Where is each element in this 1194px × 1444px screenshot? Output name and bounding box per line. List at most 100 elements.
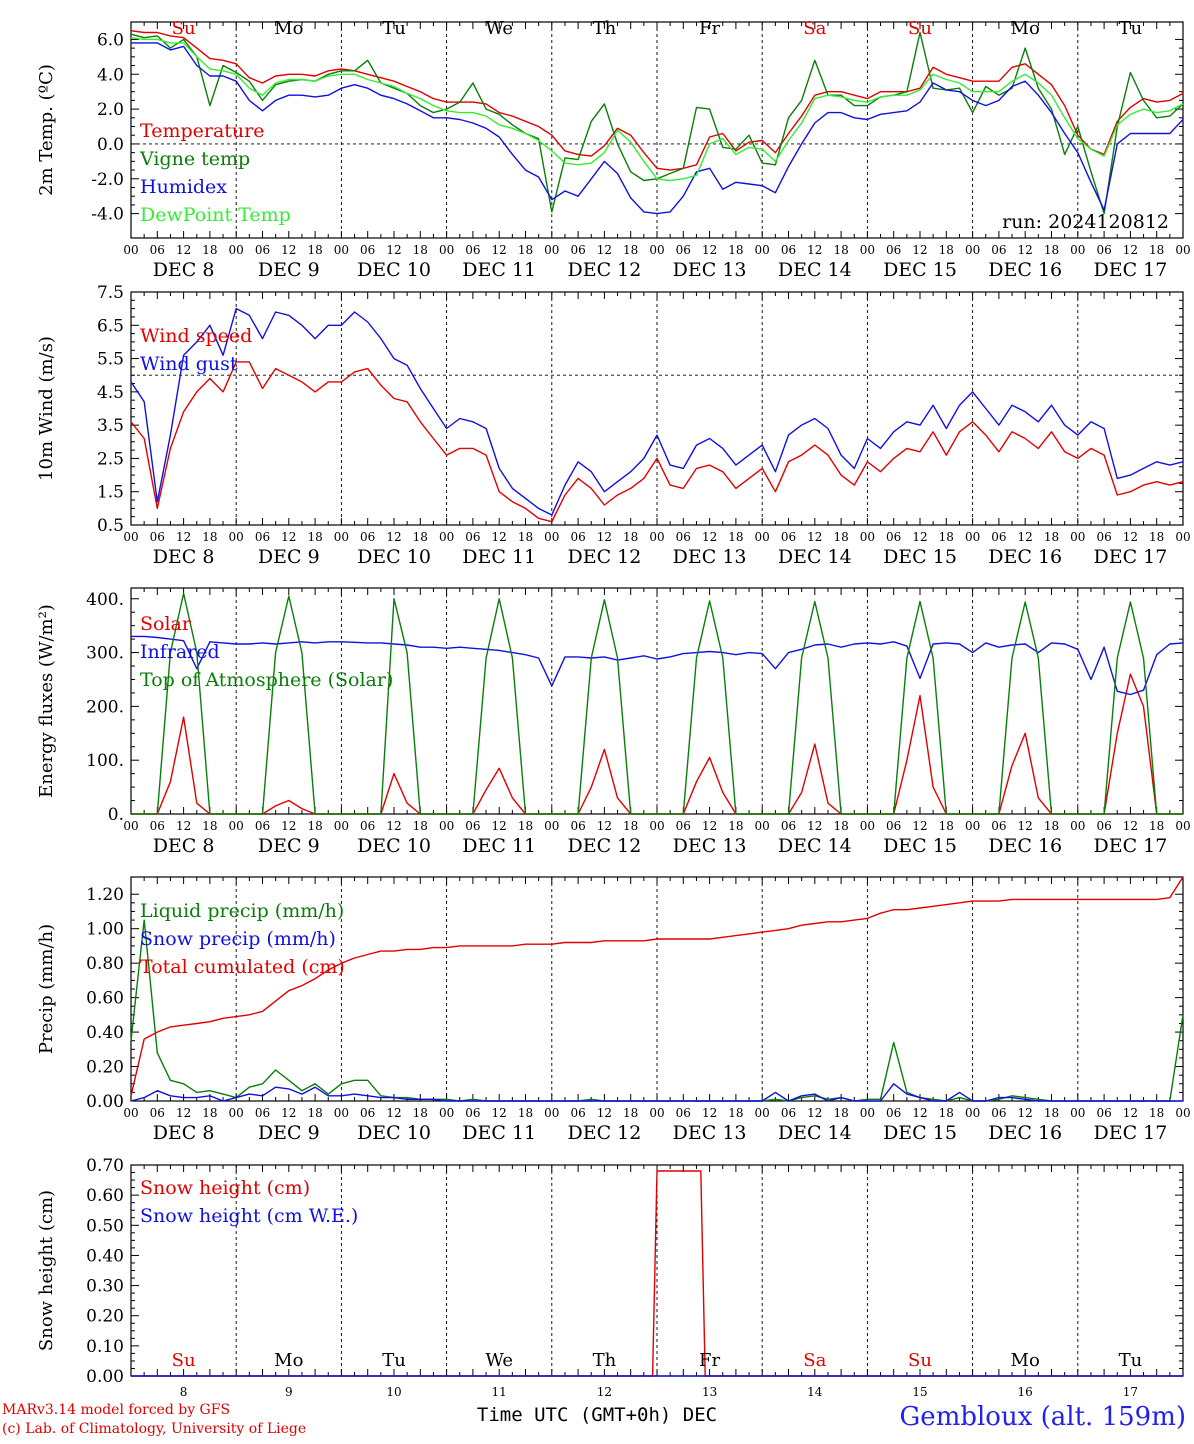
weekday-label-bottom: Su	[172, 1350, 196, 1371]
weekday-label-bottom: Tu	[382, 1350, 406, 1371]
x-tick-label: 06	[570, 819, 585, 833]
x-tick-label: 12	[1123, 530, 1138, 544]
x-tick-label: 12	[597, 819, 612, 833]
weekday-label: Tu	[1119, 18, 1143, 39]
day-number-label: 14	[807, 1385, 823, 1399]
x-tick-label: 00	[1175, 1106, 1190, 1120]
x-tick-label: 06	[255, 819, 270, 833]
y-tick-label: 0.40	[86, 1023, 124, 1043]
x-tick-label: 18	[623, 530, 638, 544]
date-label: DEC 9	[258, 1122, 320, 1144]
x-tick-label: 12	[281, 243, 296, 257]
x-tick-label: 06	[781, 1106, 796, 1120]
y-tick-label: 0.60	[86, 1186, 124, 1206]
x-tick-label: 06	[255, 243, 270, 257]
x-tick-label: 06	[676, 530, 691, 544]
x-tick-label: 12	[176, 530, 191, 544]
weekday-label: Sa	[803, 18, 826, 39]
credit-lab: (c) Lab. of Climatology, University of L…	[2, 1421, 307, 1437]
y-tick-label: 5.5	[97, 350, 124, 370]
x-tick-label: 00	[860, 819, 875, 833]
y-tick-label: 0.00	[86, 1367, 124, 1387]
x-tick-label: 18	[1044, 243, 1059, 257]
x-tick-label: 00	[1175, 243, 1190, 257]
legend-entry: DewPoint Temp	[140, 204, 291, 226]
y-tick-label: 1.00	[86, 920, 124, 940]
x-tick-label: 00	[544, 819, 559, 833]
y-tick-label: 0.0	[97, 135, 124, 155]
x-tick-label: 00	[649, 819, 664, 833]
series-line-top-of-atmosphere-solar-	[131, 592, 1183, 815]
day-number-label: 17	[1123, 1385, 1138, 1399]
x-tick-label: 12	[1123, 1106, 1138, 1120]
x-tick-label: 00	[439, 530, 454, 544]
x-tick-label: 18	[728, 1106, 743, 1120]
x-tick-label: 00	[439, 1106, 454, 1120]
panel-snow: 8 9 10 11 12 13 14 15 16 17 0.00 0.10 0.20 0.30 0.40 0.…	[36, 1156, 1184, 1399]
date-label: DEC 10	[357, 259, 431, 281]
x-tick-label: 18	[202, 530, 217, 544]
date-label: DEC 12	[567, 259, 641, 281]
y-tick-label: 0.80	[86, 954, 124, 974]
x-tick-label: 12	[807, 819, 822, 833]
x-tick-label: 18	[518, 530, 533, 544]
x-tick-label: 06	[570, 530, 585, 544]
x-tick-label: 18	[939, 530, 954, 544]
y-tick-label: 0.00	[86, 1092, 124, 1112]
run-label: run: 2024120812	[1002, 211, 1169, 233]
x-tick-label: 06	[781, 243, 796, 257]
x-tick-label: 06	[465, 530, 480, 544]
weekday-label: Su	[908, 18, 932, 39]
x-tick-label: 12	[912, 243, 927, 257]
date-label: DEC 17	[1093, 546, 1167, 568]
x-tick-label: 12	[1123, 819, 1138, 833]
x-tick-label: 18	[202, 243, 217, 257]
y-axis-label: 10m Wind (m/s)	[36, 336, 57, 481]
x-tick-label: 06	[150, 530, 165, 544]
x-tick-label: 12	[1018, 819, 1033, 833]
x-tick-label: 00	[229, 243, 244, 257]
y-axis-label: Snow height (cm)	[36, 1190, 57, 1351]
x-tick-label: 18	[939, 1106, 954, 1120]
date-label: DEC 8	[153, 546, 215, 568]
x-tick-label: 06	[886, 819, 901, 833]
x-tick-label: 12	[386, 819, 401, 833]
x-tick-label: 00	[755, 819, 770, 833]
x-tick-label: 18	[307, 530, 322, 544]
series-line-wind-speed	[130, 361, 1184, 523]
y-tick-label: -4.0	[91, 205, 124, 225]
weekday-label: Tu	[382, 18, 406, 39]
x-tick-label: 06	[465, 243, 480, 257]
legend-entry: Wind speed	[140, 325, 252, 347]
x-tick-label: 06	[991, 1106, 1006, 1120]
day-number-label: 12	[597, 1385, 612, 1399]
x-tick-label: 00	[1070, 530, 1085, 544]
panel-energy: 00 06 12 18 00 06 12 18 00 06 12 18 00 06 12 18 00 06 12 18…	[36, 587, 1191, 857]
date-label: DEC 11	[462, 259, 536, 281]
legend-entry: Infrared	[140, 641, 220, 663]
weekday-label: Su	[172, 18, 196, 39]
legend-entry: Temperature	[140, 120, 264, 142]
x-tick-label: 00	[965, 819, 980, 833]
date-label: DEC 9	[258, 259, 320, 281]
x-tick-label: 18	[413, 819, 428, 833]
x-tick-label: 00	[649, 1106, 664, 1120]
date-label: DEC 12	[567, 546, 641, 568]
x-tick-label: 12	[807, 243, 822, 257]
date-label: DEC 13	[673, 546, 747, 568]
x-tick-label: 12	[912, 530, 927, 544]
legend-entry: Total cumulated (cm)	[140, 956, 345, 978]
legend-entry: Vigne temp	[139, 148, 250, 170]
series-line-dewpoint-temp	[130, 37, 1184, 182]
y-tick-label: 0.	[108, 805, 124, 825]
x-tick-label: 00	[860, 243, 875, 257]
x-tick-label: 00	[755, 1106, 770, 1120]
panel-precip: 00 06 12 18 00 06 12 18 00 06 12 18 00 06 12 18 00 06 12 18…	[36, 876, 1191, 1144]
date-label: DEC 16	[988, 835, 1062, 857]
x-tick-label: 12	[492, 243, 507, 257]
station-label: Gembloux (alt. 159m)	[899, 1402, 1186, 1432]
weekday-label: Mo	[274, 18, 303, 39]
x-tick-label: 06	[255, 1106, 270, 1120]
x-tick-label: 06	[360, 530, 375, 544]
date-label: DEC 17	[1093, 259, 1167, 281]
